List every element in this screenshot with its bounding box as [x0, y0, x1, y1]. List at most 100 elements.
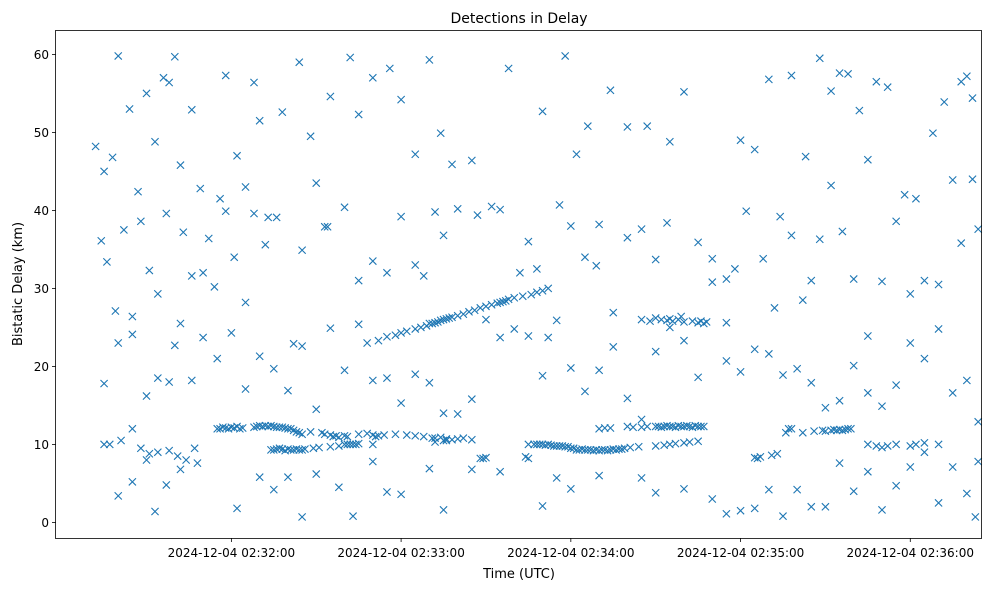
- data-point-marker: [326, 92, 335, 101]
- data-point-marker: [730, 264, 739, 273]
- data-point-marker: [538, 371, 547, 380]
- data-point-marker: [911, 194, 920, 203]
- data-point-marker: [668, 317, 677, 326]
- data-point-marker: [264, 213, 273, 222]
- data-point-marker: [179, 228, 188, 237]
- data-point-marker: [634, 442, 643, 451]
- data-point-marker: [136, 217, 145, 226]
- data-point-marker: [467, 435, 476, 444]
- data-point-marker: [351, 440, 360, 449]
- data-point-marker: [416, 323, 425, 332]
- data-point-marker: [504, 64, 513, 73]
- data-point-marker: [467, 465, 476, 474]
- data-point-marker: [142, 392, 151, 401]
- data-point-marker: [453, 204, 462, 213]
- data-point-marker: [807, 378, 816, 387]
- data-point-marker: [213, 424, 222, 433]
- data-point-marker: [637, 315, 646, 324]
- data-point-marker: [436, 129, 445, 138]
- data-point-marker: [651, 255, 660, 264]
- data-point-marker: [750, 345, 759, 354]
- data-point-marker: [770, 303, 779, 312]
- data-point-marker: [382, 268, 391, 277]
- y-tick-label: 40: [34, 204, 49, 218]
- data-point-marker: [289, 445, 298, 454]
- data-point-marker: [781, 428, 790, 437]
- data-point-marker: [453, 434, 462, 443]
- data-point-marker: [911, 440, 920, 449]
- data-point-marker: [920, 438, 929, 447]
- data-point-marker: [592, 261, 601, 270]
- data-point-marker: [292, 427, 301, 436]
- data-point-marker: [849, 275, 858, 284]
- data-point-marker: [510, 293, 519, 302]
- data-point-marker: [948, 463, 957, 472]
- data-point-marker: [255, 421, 264, 430]
- data-point-marker: [532, 264, 541, 273]
- data-point-marker: [708, 278, 717, 287]
- data-point-marker: [465, 307, 473, 316]
- data-point-marker: [555, 200, 564, 209]
- data-point-marker: [928, 129, 937, 138]
- data-point-marker: [334, 433, 343, 442]
- data-point-marker: [306, 427, 315, 436]
- data-point-marker: [312, 470, 321, 479]
- data-point-marker: [190, 444, 199, 453]
- data-point-marker: [496, 333, 505, 342]
- data-point-marker: [128, 477, 137, 486]
- data-point-marker: [102, 257, 111, 266]
- data-point-marker: [892, 217, 901, 226]
- data-point-marker: [340, 440, 349, 449]
- data-point-marker: [892, 381, 901, 390]
- data-point-marker: [566, 222, 575, 230]
- data-point-marker: [623, 233, 632, 242]
- data-point-marker: [637, 473, 646, 482]
- data-point-marker: [425, 55, 434, 64]
- data-point-marker: [334, 441, 343, 450]
- data-point-marker: [580, 445, 589, 454]
- data-point-marker: [643, 422, 652, 431]
- data-point-marker: [962, 376, 971, 385]
- data-point-marker: [278, 423, 287, 432]
- data-point-marker: [793, 364, 802, 373]
- data-point-marker: [176, 319, 185, 328]
- data-point-marker: [199, 268, 208, 277]
- data-point-marker: [250, 209, 259, 218]
- data-point-marker: [419, 432, 428, 441]
- data-point-marker: [778, 370, 787, 379]
- data-point-marker: [663, 218, 671, 227]
- data-point-marker: [473, 211, 482, 220]
- data-point-marker: [142, 89, 151, 98]
- data-point-marker: [538, 440, 547, 449]
- data-point-marker: [561, 51, 570, 60]
- data-point-marker: [397, 399, 406, 408]
- data-point-marker: [694, 437, 703, 446]
- data-point-marker: [436, 316, 445, 325]
- data-point-marker: [397, 212, 406, 221]
- data-point-marker: [863, 155, 872, 164]
- data-point-marker: [235, 424, 244, 433]
- x-tick-label: 2024-12-04 02:34:00: [507, 546, 634, 560]
- data-point-marker: [835, 69, 844, 78]
- data-point-marker: [583, 122, 592, 131]
- data-point-marker: [787, 424, 796, 433]
- data-point-marker: [934, 280, 943, 289]
- data-point-marker: [134, 187, 143, 196]
- data-point-marker: [470, 306, 479, 315]
- data-point-marker: [363, 339, 372, 347]
- data-point-marker: [544, 333, 553, 342]
- data-point-marker: [295, 58, 304, 67]
- data-point-marker: [269, 485, 278, 494]
- data-point-marker: [402, 327, 411, 336]
- data-point-marker: [269, 445, 278, 454]
- data-point-marker: [696, 422, 705, 431]
- data-point-marker: [323, 222, 332, 231]
- data-point-marker: [272, 423, 281, 432]
- data-point-marker: [957, 239, 966, 248]
- data-point-marker: [708, 495, 717, 503]
- data-point-marker: [694, 373, 703, 382]
- data-point-marker: [298, 430, 307, 439]
- data-point-marker: [518, 292, 527, 301]
- data-point-marker: [162, 480, 171, 489]
